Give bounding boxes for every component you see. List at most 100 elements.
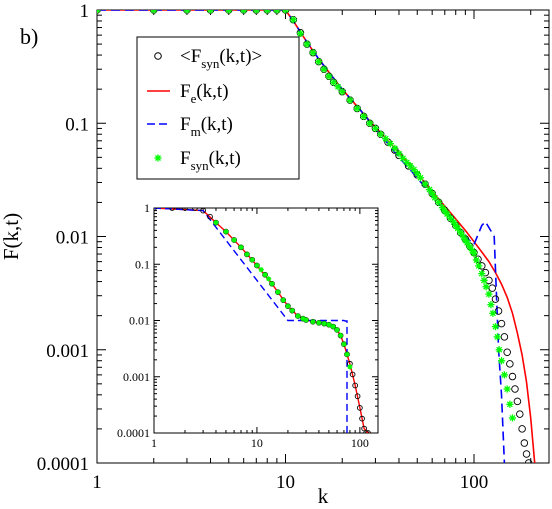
plot-frame: [153, 207, 379, 434]
data-point-star: [366, 119, 374, 127]
data-point-star: [344, 351, 350, 357]
data-point-star: [320, 65, 328, 73]
data-point-star: [249, 257, 255, 263]
data-point-star: [491, 323, 500, 331]
y-tick-label: 0.0001: [117, 426, 150, 440]
data-point-circle: [182, 208, 188, 211]
y-tick-label: 0.0001: [37, 454, 89, 475]
data-point-circle: [506, 360, 514, 368]
data-point-star: [480, 276, 488, 284]
data-point-star: [482, 283, 490, 291]
data-point-star: [493, 333, 501, 341]
data-point-star: [150, 10, 158, 14]
legend-entry: Fsyn(k,t): [154, 148, 241, 173]
data-point-star: [303, 317, 309, 323]
data-point-star: [395, 149, 403, 158]
data-point-star: [413, 169, 421, 178]
data-point-circle: [511, 385, 519, 393]
data-point-star: [416, 174, 425, 182]
data-point-circle: [361, 425, 367, 432]
x-tick-label: 1: [151, 436, 157, 450]
data-point-circle: [520, 439, 529, 447]
data-point-star: [266, 276, 272, 282]
data-point-star: [470, 249, 478, 257]
data-point-circle: [363, 430, 369, 433]
data-point-star: [213, 220, 219, 226]
data-point-star: [310, 319, 316, 325]
data-point-star: [223, 229, 229, 235]
x-tick-label: 10: [276, 472, 295, 493]
legend-entry: <Fsyn(k,t)>: [154, 46, 262, 71]
legend-box: [136, 36, 300, 180]
data-point-circle: [491, 295, 500, 303]
data-point-star: [275, 289, 281, 295]
series-line-fm-k-t-dashed: [154, 208, 348, 433]
data-point-star: [508, 414, 517, 422]
data-point-star: [238, 244, 244, 250]
data-point-star: [454, 224, 462, 232]
legend-marker-star: [154, 154, 162, 162]
y-tick-label: 0.001: [46, 341, 89, 362]
y-tick-label: 1: [80, 1, 90, 22]
data-point-star: [487, 301, 495, 309]
data-point-star: [330, 323, 336, 330]
data-point-star: [497, 357, 506, 365]
data-point-star: [475, 262, 483, 270]
data-point-star: [485, 290, 493, 298]
data-point-star: [280, 297, 286, 303]
data-point-circle: [513, 397, 522, 406]
x-tick-label: 1: [92, 472, 102, 493]
data-point-star: [254, 262, 260, 269]
data-point-circle: [497, 319, 506, 328]
data-point-circle: [169, 208, 175, 211]
data-point-star: [225, 10, 233, 14]
y-tick-label: 0.001: [123, 370, 150, 384]
data-point-circle: [524, 459, 533, 463]
data-point-star: [321, 321, 327, 327]
data-point-star: [360, 112, 368, 120]
data-point-star: [334, 327, 340, 333]
data-point-star: [231, 237, 237, 243]
data-point-star: [289, 16, 297, 24]
data-point-star: [425, 185, 433, 194]
data-point-star: [97, 10, 101, 14]
inset-plot: 1 10 100 1 0.1 0.01 0.001 0.0001: [117, 201, 379, 450]
y-tick-label: 0.1: [65, 114, 89, 135]
data-point-star: [503, 385, 511, 393]
y-tick-label: 0.1: [135, 257, 150, 271]
legend-label: Fm(k,t): [180, 114, 233, 139]
data-point-star: [206, 10, 215, 14]
data-point-circle: [522, 450, 531, 458]
series-group: [97, 10, 536, 463]
data-point-star: [315, 58, 323, 66]
data-point-circle: [354, 393, 361, 400]
legend-label: <Fsyn(k,t)>: [180, 46, 262, 71]
data-point-star: [285, 303, 291, 309]
data-point-circle: [503, 348, 511, 357]
data-point-star: [391, 144, 399, 152]
data-point-star: [382, 135, 390, 143]
data-point-star: [495, 346, 503, 354]
data-point-star: [325, 72, 333, 80]
data-point-star: [346, 96, 354, 104]
legend-marker-circle: [154, 52, 162, 60]
data-point-star: [281, 10, 290, 14]
data-point-star: [263, 10, 271, 14]
data-point-circle: [200, 208, 206, 214]
data-point-star: [500, 371, 509, 379]
data-point-star: [377, 130, 385, 138]
data-point-star: [269, 281, 275, 287]
y-tick-label: 1: [144, 201, 150, 215]
data-point-circle: [508, 372, 517, 381]
data-point-star: [478, 270, 486, 278]
data-point-star: [240, 10, 248, 14]
x-axis-label: k: [318, 484, 329, 508]
data-point-star: [316, 320, 322, 326]
data-point-star: [244, 251, 250, 257]
data-point-star: [273, 10, 281, 14]
data-point-star: [472, 256, 481, 264]
data-point-circle: [518, 425, 526, 433]
data-point-circle: [349, 371, 356, 378]
data-point-star: [421, 180, 429, 188]
